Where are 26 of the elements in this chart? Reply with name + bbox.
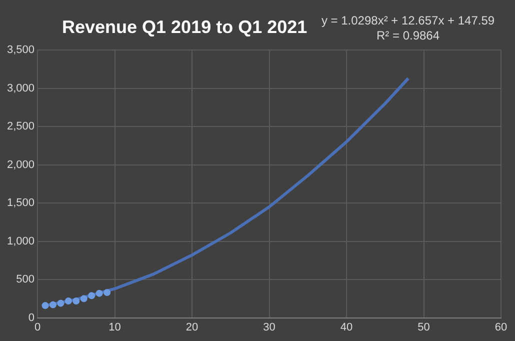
y-tick-label: 1,000 — [6, 235, 35, 248]
text: y = 1.0298x² + 12.657x + 147.59 — [321, 13, 495, 28]
y-tick-label: 2,000 — [6, 158, 35, 171]
x-tick-label: 50 — [418, 321, 430, 334]
point — [42, 302, 49, 310]
point — [96, 290, 103, 297]
point — [104, 289, 111, 296]
chart-title: Revenue Q1 2019 to Q1 2021 — [62, 16, 308, 37]
y-tick-label: 3,500 — [6, 44, 35, 56]
point — [57, 300, 64, 307]
point — [80, 295, 88, 302]
text: R² = 0.9864 — [376, 28, 440, 42]
y-tick-label: 2,500 — [6, 120, 35, 133]
x-tick-label: 30 — [263, 321, 276, 334]
y-tick-label: 0 — [28, 312, 35, 324]
x-tick-label: 40 — [340, 321, 353, 334]
x-tick-label: 10 — [108, 321, 121, 334]
x-tick-label: 20 — [186, 321, 198, 334]
point — [72, 297, 80, 304]
x-tick-label: 60 — [494, 321, 508, 334]
point — [64, 297, 72, 304]
point — [88, 292, 96, 300]
y-tick-label: 1,500 — [6, 197, 35, 210]
y-tick-label: 3,000 — [6, 82, 35, 94]
y-tick-label: 500 — [16, 274, 35, 286]
point — [49, 301, 56, 308]
